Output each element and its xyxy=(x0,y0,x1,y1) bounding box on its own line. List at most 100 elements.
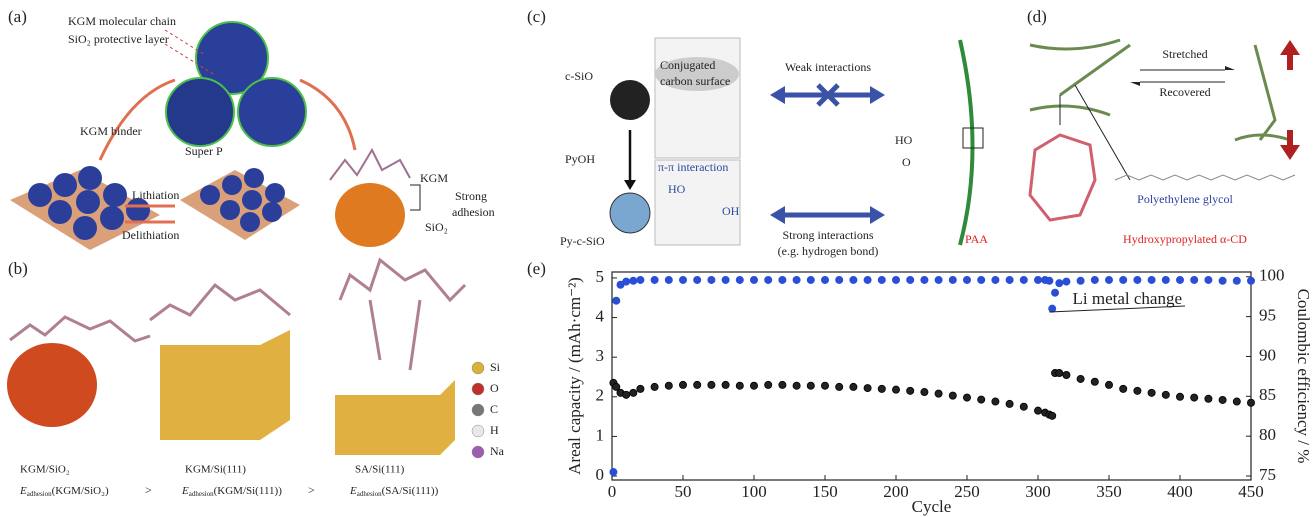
data-point xyxy=(651,276,658,283)
data-point xyxy=(850,276,857,283)
data-point xyxy=(694,276,701,283)
label: c-SiO xyxy=(565,69,593,83)
panel-label: (d) xyxy=(1027,7,1047,26)
data-point xyxy=(651,383,658,390)
data-point xyxy=(963,394,970,401)
data-point xyxy=(1056,280,1063,287)
data-point xyxy=(665,276,672,283)
data-point xyxy=(1020,276,1027,283)
data-point xyxy=(637,385,644,392)
data-point xyxy=(864,384,871,391)
legend-label: H xyxy=(490,423,499,437)
particle xyxy=(610,193,650,233)
arrowhead xyxy=(770,206,785,224)
legend-label: Si xyxy=(490,360,501,374)
graphene xyxy=(655,38,740,158)
data-point xyxy=(978,396,985,403)
data-point xyxy=(630,277,637,284)
comparison: > xyxy=(145,483,152,497)
arrowhead xyxy=(624,180,636,190)
data-point xyxy=(935,276,942,283)
polymer xyxy=(1030,40,1130,115)
data-point xyxy=(1120,385,1127,392)
data-point xyxy=(1219,277,1226,284)
y2-axis-title: Coulombic efficiency / % xyxy=(1294,289,1313,464)
data-point xyxy=(1056,369,1063,376)
x-tick-label: 50 xyxy=(675,482,692,501)
label: Conjugated xyxy=(660,58,715,72)
label: Weak interactions xyxy=(785,60,871,74)
data-point xyxy=(921,276,928,283)
arrowhead xyxy=(1130,82,1140,86)
data-point xyxy=(892,276,899,283)
subscript: adhesion xyxy=(27,490,52,498)
x-tick-label: 150 xyxy=(812,482,838,501)
data-point xyxy=(679,276,686,283)
data-point xyxy=(623,278,630,285)
pointer xyxy=(1060,85,1130,180)
x-tick-label: 250 xyxy=(954,482,980,501)
label: Strong xyxy=(455,189,487,203)
label: Delithiation xyxy=(122,228,179,242)
data-point xyxy=(878,276,885,283)
label: Lithiation xyxy=(132,188,179,202)
arrowhead xyxy=(870,206,885,224)
data-point xyxy=(765,276,772,283)
panel-label: (a) xyxy=(8,7,27,26)
data-point xyxy=(736,276,743,283)
data-point xyxy=(1006,400,1013,407)
panel-e: (e) 050100150200250300350400450012345758… xyxy=(527,259,1313,516)
polymer xyxy=(1235,45,1290,140)
label: O xyxy=(902,155,911,169)
y2-tick-label: 95 xyxy=(1259,306,1276,325)
arrow xyxy=(300,80,355,150)
panel-a: (a) KGM molecular chain SiO₂ protective … xyxy=(8,7,495,250)
data-point xyxy=(963,276,970,283)
slab xyxy=(160,330,290,440)
legend-label: C xyxy=(490,402,498,416)
data-point xyxy=(807,382,814,389)
panel-label: (c) xyxy=(527,7,546,26)
data-point xyxy=(821,276,828,283)
data-point xyxy=(736,382,743,389)
label: KGM binder xyxy=(80,124,142,138)
data-point xyxy=(1233,398,1240,405)
data-point xyxy=(1105,381,1112,388)
y2-tick-label: 90 xyxy=(1259,345,1276,364)
label: KGM molecular chain xyxy=(68,14,176,28)
data-point xyxy=(821,382,828,389)
label: HO xyxy=(895,133,913,147)
data-point xyxy=(1120,276,1127,283)
subscript: adhesion xyxy=(189,490,214,498)
data-point xyxy=(1219,396,1226,403)
slab xyxy=(7,343,97,427)
x-tick-label: 400 xyxy=(1167,482,1193,501)
molecule xyxy=(150,285,290,320)
y2-tick-label: 100 xyxy=(1259,266,1285,285)
data-point xyxy=(1046,277,1053,284)
data-point xyxy=(907,387,914,394)
peg-structure xyxy=(1115,175,1295,180)
label: π-π interaction xyxy=(658,160,728,174)
y-axis-title: Areal capacity / (mAh·cm⁻²) xyxy=(565,277,584,475)
double-arrow xyxy=(775,95,880,215)
data-point xyxy=(1162,391,1169,398)
data-point xyxy=(850,383,857,390)
data-point xyxy=(793,276,800,283)
legend-swatch xyxy=(472,383,484,395)
data-point xyxy=(1134,387,1141,394)
data-point xyxy=(1191,276,1198,283)
y-tick-label: 3 xyxy=(596,346,605,365)
particle-cluster xyxy=(335,183,405,247)
arrowhead xyxy=(870,86,885,104)
molecule xyxy=(340,260,465,370)
molecule xyxy=(330,150,410,180)
label: PAA xyxy=(965,232,988,246)
panel-d: (d) Stretched Recovered Polyethylene gly… xyxy=(1027,7,1300,246)
data-point xyxy=(1077,277,1084,284)
data-point xyxy=(793,382,800,389)
data-point xyxy=(978,276,985,283)
data-point xyxy=(637,276,644,283)
force-arrow xyxy=(1280,130,1300,160)
data-point xyxy=(1205,276,1212,283)
